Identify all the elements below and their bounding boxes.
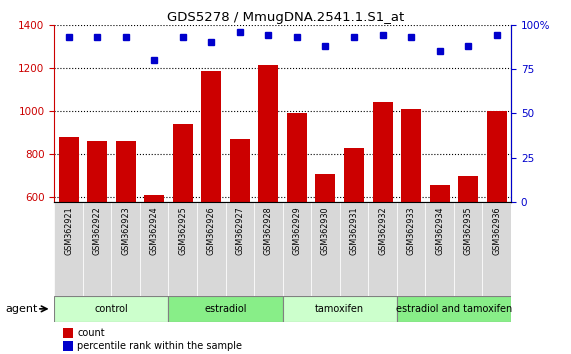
Text: GSM362934: GSM362934	[435, 206, 444, 255]
Bar	[458, 176, 478, 327]
Bar	[315, 174, 335, 327]
Bar	[397, 296, 511, 322]
Text: control: control	[94, 304, 128, 314]
Bar	[425, 202, 454, 296]
Bar	[372, 103, 392, 327]
Bar	[197, 202, 226, 296]
Bar	[397, 202, 425, 296]
Text: GSM362932: GSM362932	[378, 206, 387, 255]
Text: GSM362930: GSM362930	[321, 206, 330, 255]
Bar	[454, 202, 482, 296]
Bar	[168, 202, 197, 296]
Text: percentile rank within the sample: percentile rank within the sample	[77, 341, 242, 351]
Bar	[258, 65, 279, 327]
Text: estradiol and tamoxifen: estradiol and tamoxifen	[396, 304, 512, 314]
Bar	[230, 139, 250, 327]
Bar	[115, 141, 135, 327]
Bar	[344, 148, 364, 327]
Bar	[311, 202, 340, 296]
Bar	[83, 202, 111, 296]
Text: GDS5278 / MmugDNA.2541.1.S1_at: GDS5278 / MmugDNA.2541.1.S1_at	[167, 11, 404, 24]
Text: GSM362927: GSM362927	[235, 206, 244, 255]
Bar	[401, 109, 421, 327]
Text: GSM362931: GSM362931	[349, 206, 359, 255]
Text: estradiol: estradiol	[204, 304, 247, 314]
Bar	[140, 202, 168, 296]
Bar	[58, 137, 78, 327]
Bar	[283, 202, 311, 296]
Text: GSM362933: GSM362933	[407, 206, 416, 255]
Bar	[254, 202, 283, 296]
Bar	[202, 71, 222, 327]
Bar	[287, 113, 307, 327]
Text: GSM362929: GSM362929	[292, 206, 301, 255]
Text: tamoxifen: tamoxifen	[315, 304, 364, 314]
Bar	[226, 202, 254, 296]
Text: GSM362926: GSM362926	[207, 206, 216, 255]
Text: GSM362935: GSM362935	[464, 206, 473, 255]
Bar	[54, 202, 83, 296]
Bar	[172, 124, 192, 327]
Bar	[368, 202, 397, 296]
Text: GSM362925: GSM362925	[178, 206, 187, 255]
Bar	[111, 202, 140, 296]
Text: GSM362923: GSM362923	[121, 206, 130, 255]
Text: GSM362921: GSM362921	[64, 206, 73, 255]
Bar	[486, 111, 506, 327]
Text: GSM362928: GSM362928	[264, 206, 273, 255]
Bar	[54, 296, 168, 322]
Text: GSM362922: GSM362922	[93, 206, 102, 255]
Text: GSM362936: GSM362936	[492, 206, 501, 255]
Bar	[144, 195, 164, 327]
Bar	[283, 296, 397, 322]
Bar	[482, 202, 511, 296]
Text: count: count	[77, 328, 104, 338]
Text: agent: agent	[6, 304, 38, 314]
Bar	[87, 141, 107, 327]
Bar	[168, 296, 283, 322]
Bar	[430, 184, 450, 327]
Text: GSM362924: GSM362924	[150, 206, 159, 255]
Bar	[340, 202, 368, 296]
